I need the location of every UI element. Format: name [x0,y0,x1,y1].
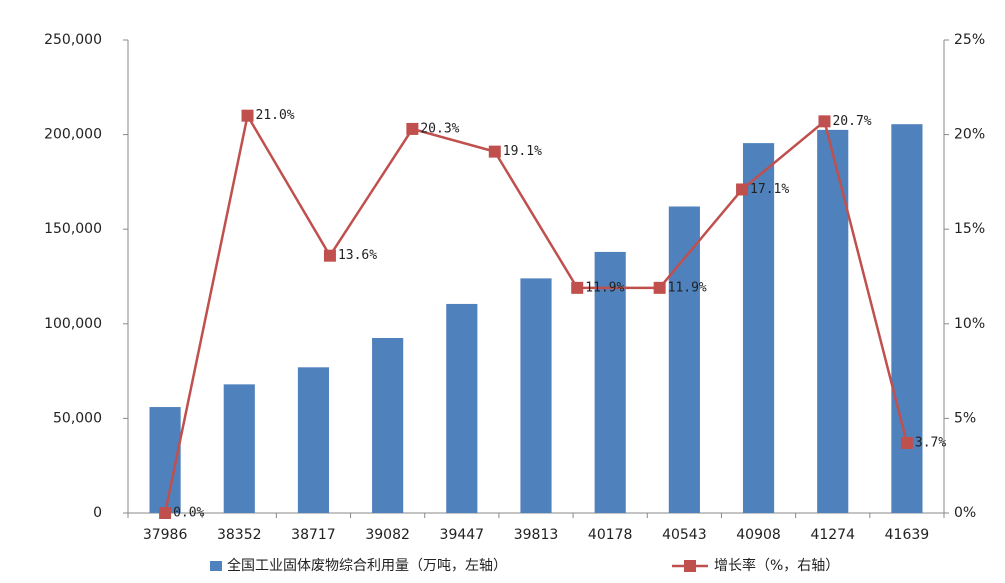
y2-tick-label: 5% [954,410,976,426]
x-tick-label: 41274 [810,527,855,543]
legend-label: 全国工业固体废物综合利用量（万吨，左轴） [227,557,507,574]
marker [818,115,831,128]
x-tick-label: 39082 [365,527,410,543]
bar [742,143,775,513]
marker [736,183,749,196]
y2-tick-label: 10% [954,316,985,332]
x-tick-label: 39447 [440,527,485,543]
bar [446,303,478,513]
x-tick-label: 41639 [885,527,930,543]
marker [241,109,254,122]
y-tick-label: 50,000 [53,410,102,426]
y-tick-label: 0 [93,505,102,521]
value-label: 11.9% [668,280,707,295]
legend-label: 增长率（%，右轴） [714,557,839,574]
marker [488,145,501,158]
marker [159,507,172,519]
value-label: 11.9% [585,280,624,295]
x-tick-label: 38352 [217,527,262,543]
x-tick-label: 37986 [143,527,188,543]
bar [372,337,404,513]
y-tick-label: 200,000 [44,127,102,143]
bar [817,129,849,513]
legend-swatch [684,560,696,572]
marker [571,281,584,294]
y2-tick-label: 25% [954,32,985,48]
value-label: 13.6% [338,248,377,263]
bar [891,124,923,513]
y-tick-label: 100,000 [44,316,102,332]
marker [900,436,913,449]
y-tick-label: 150,000 [44,221,102,237]
bar [520,278,552,513]
x-tick-label: 40178 [588,527,633,543]
x-tick-label: 40543 [662,527,707,543]
x-tick-label: 40908 [736,527,781,543]
x-tick-label: 38717 [291,527,336,543]
line [163,112,909,514]
y2-tick-label: 0% [954,505,976,521]
legend-swatch [210,561,222,571]
y-tick-label: 250,000 [44,32,102,48]
marker [653,281,666,294]
value-label: 19.1% [503,144,542,159]
bar [594,251,626,514]
value-label: 20.3% [420,121,459,136]
value-label: 0.0% [173,506,204,521]
marker [323,249,336,262]
bar [297,367,330,513]
marker [406,122,419,135]
y2-tick-label: 15% [954,221,985,237]
value-label: 17.1% [750,182,789,197]
bar [668,206,700,513]
value-label: 20.7% [832,114,871,129]
y2-tick-label: 20% [954,127,985,143]
x-tick-label: 39813 [514,527,559,543]
value-label: 3.7% [915,435,946,450]
value-label: 21.0% [256,108,295,123]
bar [223,384,255,513]
